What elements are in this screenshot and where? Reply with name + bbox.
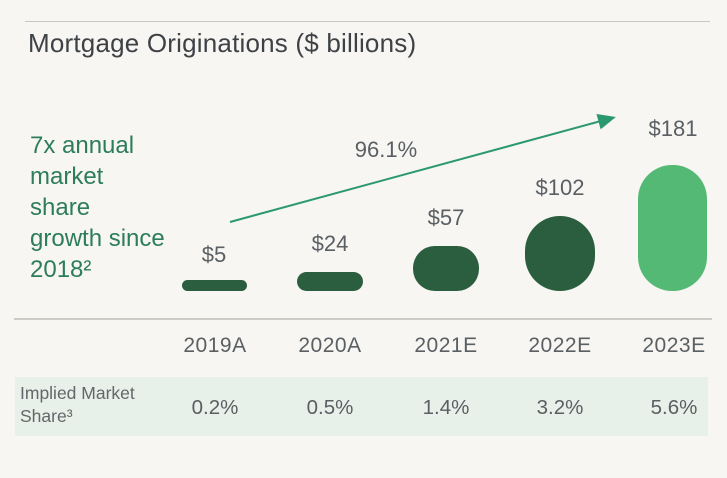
- growth-annotation: 7x annual market share growth since 2018…: [30, 132, 165, 283]
- x-axis-line: [14, 318, 712, 320]
- bar-value-2020: $24: [311, 231, 349, 256]
- bar-value-2019: $5: [201, 242, 227, 267]
- market-share-2022: 3.2%: [536, 396, 584, 419]
- bar-2023: [638, 165, 707, 291]
- implied-market-share-strip: [15, 377, 708, 436]
- bar-2021: [413, 246, 479, 291]
- market-share-2021: 1.4%: [422, 396, 470, 419]
- bar-2019: [182, 280, 247, 291]
- x-tick-2021: 2021E: [414, 334, 478, 357]
- bar-value-2023: $181: [648, 116, 698, 141]
- bar-value-2021: $57: [427, 205, 465, 230]
- market-share-2019: 0.2%: [191, 396, 239, 419]
- bar-2022: [525, 216, 595, 291]
- growth-arrow-icon: [229, 113, 616, 223]
- top-divider: [25, 21, 710, 22]
- x-tick-2020: 2020A: [298, 334, 362, 357]
- x-tick-2023: 2023E: [642, 334, 706, 357]
- page-title: Mortgage Originations ($ billions): [28, 28, 417, 58]
- bar-2020: [297, 272, 363, 291]
- market-share-2023: 5.6%: [650, 396, 698, 419]
- bar-value-2022: $102: [535, 175, 585, 200]
- implied-market-share-label: Implied Market Share³: [20, 383, 135, 426]
- x-tick-2022: 2022E: [528, 334, 592, 357]
- growth-percent-label: 96.1%: [354, 137, 418, 162]
- x-tick-2019: 2019A: [183, 334, 247, 357]
- market-share-2020: 0.5%: [306, 396, 354, 419]
